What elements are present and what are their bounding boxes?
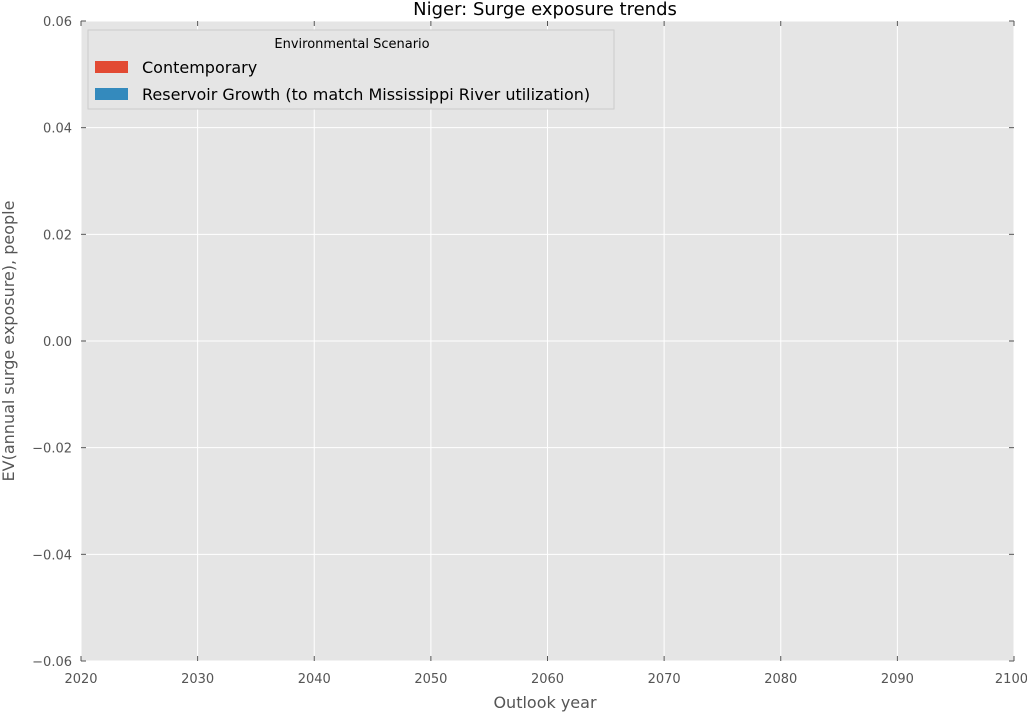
y-tick-label: −0.06 [32, 655, 72, 670]
legend-label: Contemporary [142, 58, 257, 77]
x-tick-label: 2050 [414, 672, 447, 687]
x-tick-label: 2090 [881, 672, 914, 687]
x-tick-label: 2030 [181, 672, 214, 687]
y-tick-label: −0.02 [32, 442, 72, 457]
legend-swatch [95, 88, 128, 100]
legend-title: Environmental Scenario [274, 37, 429, 52]
x-tick-label: 2100 [995, 672, 1027, 687]
y-axis-ticks: 0.06 0.04 0.02 0.00 −0.02 −0.04 −0.06 [32, 15, 1014, 670]
chart-title: Niger: Surge exposure trends [413, 0, 677, 20]
y-tick-label: −0.04 [32, 548, 72, 563]
y-tick-label: 0.06 [43, 15, 72, 30]
x-tick-label: 2080 [764, 672, 797, 687]
x-axis-label: Outlook year [493, 693, 597, 712]
y-axis-label: EV(annual surge exposure), people [0, 201, 18, 482]
x-tick-label: 2070 [648, 672, 681, 687]
x-axis-ticks: 2020 2030 2040 2050 2060 2070 2080 2090 2100 [64, 21, 1027, 687]
legend-label: Reservoir Growth (to match Mississippi R… [142, 85, 590, 104]
y-tick-label: 0.02 [43, 228, 72, 243]
x-tick-label: 2040 [298, 672, 331, 687]
legend: Environmental Scenario Contemporary Reser… [87, 29, 615, 110]
y-tick-label: 0.00 [43, 335, 72, 350]
x-tick-label: 2020 [64, 672, 97, 687]
y-tick-label: 0.04 [43, 122, 72, 137]
legend-box [87, 29, 615, 110]
x-tick-label: 2060 [531, 672, 564, 687]
legend-swatch [95, 61, 128, 73]
legend-items: Contemporary Reservoir Growth (to match M… [95, 58, 590, 104]
